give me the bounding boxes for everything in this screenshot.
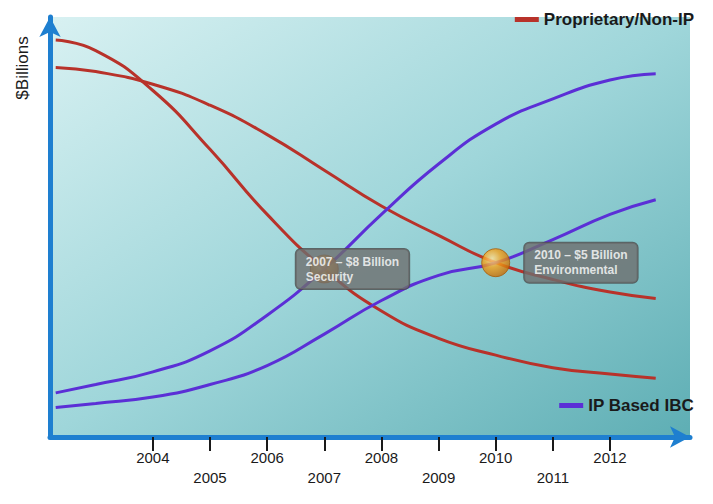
svg-text:2009: 2009 <box>422 469 455 486</box>
svg-text:2006: 2006 <box>250 449 283 466</box>
svg-text:2007: 2007 <box>308 469 341 486</box>
svg-text:2004: 2004 <box>136 449 169 466</box>
svg-text:2010 – $5 Billion: 2010 – $5 Billion <box>534 248 627 262</box>
svg-text:IP Based IBC: IP Based IBC <box>588 396 694 415</box>
svg-text:2007 – $8 Billion: 2007 – $8 Billion <box>306 255 399 269</box>
svg-text:Proprietary/Non-IP: Proprietary/Non-IP <box>544 10 694 29</box>
svg-text:2005: 2005 <box>193 469 226 486</box>
svg-text:Environmental: Environmental <box>534 263 617 277</box>
svg-text:Security: Security <box>306 270 354 284</box>
svg-text:2011: 2011 <box>537 469 569 486</box>
svg-text:$Billions: $Billions <box>13 36 32 99</box>
svg-text:2008: 2008 <box>365 449 398 466</box>
svg-text:2010: 2010 <box>479 449 512 466</box>
svg-text:2012: 2012 <box>593 449 626 466</box>
